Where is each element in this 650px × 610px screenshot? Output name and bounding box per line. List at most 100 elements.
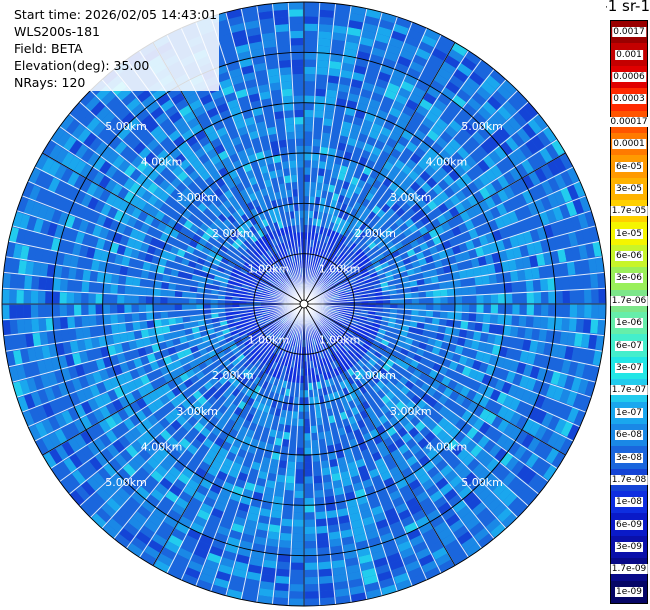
ppi-cell [487, 333, 496, 344]
ppi-cell [251, 461, 262, 471]
ppi-cell [495, 272, 505, 283]
ppi-cell [390, 202, 401, 213]
ppi-cell [551, 139, 565, 156]
ppi-cell [511, 281, 520, 293]
ppi-cell [361, 304, 369, 308]
ppi-cell [402, 281, 411, 288]
ppi-cell [250, 438, 260, 448]
ppi-cell [360, 509, 373, 520]
ppi-cell [264, 487, 275, 496]
ppi-cell [377, 273, 386, 280]
ppi-cell [364, 522, 378, 533]
ppi-cell [512, 304, 520, 315]
ppi-cell [288, 153, 296, 161]
ppi-cell [315, 189, 322, 198]
ppi-cell [504, 314, 513, 325]
ppi-cell [390, 148, 402, 159]
ppi-cell [410, 461, 423, 473]
ppi-cell [547, 399, 560, 415]
ppi-cell [324, 169, 332, 178]
ppi-cell [356, 195, 365, 205]
ppi-cell [462, 453, 475, 467]
ppi-cell [286, 131, 295, 140]
ppi-cell [305, 591, 320, 599]
ppi-cell [368, 129, 380, 140]
ppi-cell [366, 336, 375, 344]
ppi-cell [584, 288, 592, 303]
ppi-cell [337, 210, 345, 219]
ppi-cell [424, 60, 440, 74]
ppi-cell [374, 139, 385, 150]
ppi-cell [336, 270, 343, 277]
ppi-cell [467, 496, 482, 511]
ppi-cell [547, 316, 556, 330]
ppi-cell [521, 433, 535, 449]
ppi-cell [2, 305, 10, 320]
ppi-cell [380, 376, 390, 386]
ppi-cell [333, 239, 340, 248]
ppi-cell [331, 344, 338, 353]
ppi-cell [265, 545, 279, 555]
ppi-cell [454, 430, 467, 443]
ppi-cell [389, 222, 399, 232]
ppi-cell [422, 92, 437, 105]
ppi-cell [527, 155, 541, 171]
ppi-cell [575, 274, 584, 289]
ppi-cell [316, 525, 329, 534]
ppi-cell [521, 189, 534, 204]
ppi-cell [394, 357, 404, 367]
ppi-cell [331, 336, 338, 343]
ppi-cell [500, 451, 514, 467]
ppi-cell [381, 213, 391, 223]
ppi-cell [95, 293, 103, 304]
ppi-cell [371, 275, 380, 282]
ppi-cell [363, 15, 380, 26]
ppi-cell [292, 411, 299, 419]
ppi-cell [518, 280, 527, 292]
ppi-cell [377, 133, 389, 144]
ppi-cell [52, 304, 60, 318]
ppi-cell [536, 130, 551, 147]
ppi-cell [360, 333, 369, 340]
ppi-cell [473, 65, 489, 80]
ppi-cell [461, 409, 473, 422]
ppi-cell [480, 140, 494, 154]
ppi-cell [238, 502, 250, 513]
ppi-cell [498, 345, 508, 358]
ppi-cell [330, 246, 337, 255]
ppi-cell [401, 324, 410, 332]
ppi-cell [294, 490, 304, 499]
ppi-cell [320, 590, 335, 599]
ppi-cell [314, 396, 320, 405]
ppi-cell [375, 156, 387, 167]
ppi-cell [440, 341, 450, 351]
ppi-cell [280, 532, 292, 541]
ppi-cell [360, 471, 371, 482]
ppi-cell [461, 286, 470, 296]
ppi-cell [365, 281, 374, 287]
ppi-cell [299, 397, 304, 405]
ppi-cell [380, 12, 397, 24]
ppi-cell [451, 225, 462, 237]
ppi-cell [332, 223, 339, 232]
ppi-cell [95, 315, 104, 326]
ppi-cell [352, 146, 363, 157]
ppi-cell [585, 242, 595, 258]
ppi-cell [355, 458, 366, 468]
ppi-cell [347, 223, 355, 232]
ppi-cell [88, 282, 97, 294]
ppi-cell [351, 445, 361, 455]
ppi-cell [273, 111, 284, 120]
ppi-cell [286, 468, 296, 477]
ppi-cell [315, 329, 321, 337]
ppi-cell [469, 295, 477, 304]
ppi-cell [361, 271, 370, 278]
ppi-cell [344, 342, 353, 350]
ppi-cell [372, 260, 381, 268]
ppi-cell [379, 577, 396, 589]
ppi-cell [102, 304, 111, 315]
ppi-cell [338, 348, 345, 357]
ppi-cell [489, 443, 502, 458]
ppi-cell [554, 276, 563, 290]
ppi-cell [481, 222, 492, 234]
